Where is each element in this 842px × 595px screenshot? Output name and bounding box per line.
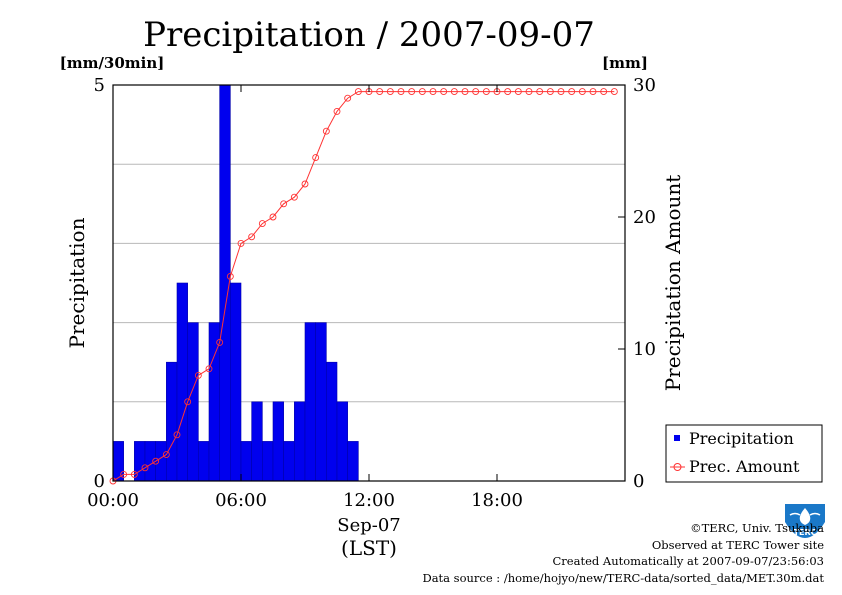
y-left-tick-label: 5 [94, 75, 105, 96]
x-tick-label: 06:00 [215, 490, 267, 511]
prec-amount-point [184, 398, 192, 406]
prec-amount-point [408, 88, 416, 96]
y-right-tick-label: 20 [633, 207, 656, 228]
chart-footer: ©TERC, Univ. Tsukuba Observed at TERC To… [422, 520, 824, 586]
prec-amount-point [322, 127, 330, 135]
prec-amount-point [472, 88, 480, 96]
precipitation-bar [155, 441, 167, 482]
prec-amount-point [429, 88, 437, 96]
x-axis-date-label: Sep-07 [337, 515, 401, 536]
prec-amount-point [568, 88, 576, 96]
y-right-tick-label: 10 [633, 339, 656, 360]
legend-precipitation-label: Precipitation [689, 429, 794, 448]
precipitation-bar [251, 401, 263, 482]
terc-logo-text: TERC [794, 528, 817, 537]
prec-amount-point [162, 451, 170, 459]
chart-title: Precipitation / 2007-09-07 [143, 15, 595, 55]
precipitation-bar [326, 361, 338, 482]
precipitation-bar [219, 84, 231, 482]
prec-amount-point [120, 470, 128, 478]
prec-amount-point [226, 272, 234, 280]
precipitation-bar [134, 441, 146, 482]
footer-copyright: ©TERC, Univ. Tsukuba [690, 521, 824, 535]
x-tick-label: 12:00 [343, 490, 395, 511]
precipitation-bar [347, 441, 359, 482]
prec-amount-point [557, 88, 565, 96]
prec-amount-point [546, 88, 554, 96]
prec-amount-point [525, 88, 533, 96]
precipitation-bar [272, 401, 284, 482]
right-unit-label: [mm] [602, 54, 648, 72]
footer-created: Created Automatically at 2007-09-07/23:5… [552, 554, 825, 568]
prec-amount-point [450, 88, 458, 96]
footer-source: Data source : /home/hojyo/new/TERC-data/… [422, 570, 824, 585]
prec-amount-point [290, 193, 298, 201]
terc-logo: TERC [785, 504, 825, 538]
prec-amount-point [578, 88, 586, 96]
footer-observed: Observed at TERC Tower site [651, 537, 824, 552]
prec-amount-point [610, 88, 618, 96]
precipitation-bar [144, 441, 156, 482]
precipitation-bar [315, 322, 327, 482]
prec-amount-point [130, 470, 138, 478]
legend-precipitation-swatch [674, 435, 680, 441]
precipitation-bar [198, 441, 210, 482]
prec-amount-point [216, 338, 224, 346]
prec-amount-point [194, 371, 202, 379]
prec-amount-point [376, 88, 384, 96]
prec-amount-point [482, 88, 490, 96]
legend-prec-amount-label: Prec. Amount [689, 457, 800, 476]
left-unit-label: [mm/30min] [60, 54, 165, 72]
y-axis-left-label: Precipitation [65, 217, 89, 348]
y-right-tick-label: 30 [633, 75, 656, 96]
prec-amount-point [269, 213, 277, 221]
precipitation-bar [294, 401, 306, 482]
prec-amount-point [504, 88, 512, 96]
precipitation-bar [240, 441, 252, 482]
prec-amount-point [354, 88, 362, 96]
precipitation-bar [283, 441, 295, 482]
prec-amount-point [600, 88, 608, 96]
prec-amount-point [386, 88, 394, 96]
precipitation-bar [166, 361, 178, 482]
prec-amount-path [112, 91, 615, 482]
precipitation-bars [112, 84, 359, 482]
y-right-tick-label: 0 [633, 471, 644, 492]
x-axis-timezone-label: (LST) [341, 536, 397, 560]
prec-amount-point [514, 88, 522, 96]
y-axis-right-label: Precipitation Amount [661, 175, 685, 392]
prec-amount-point [248, 233, 256, 241]
x-tick-label: 18:00 [471, 490, 523, 511]
prec-amount-point [333, 107, 341, 115]
legend-prec-amount-marker [673, 463, 682, 471]
prec-amount-point [536, 88, 544, 96]
prec-amount-point [397, 88, 405, 96]
legend: Precipitation Prec. Amount [665, 424, 823, 483]
x-tick-label: 00:00 [87, 490, 139, 511]
precipitation-bar [176, 282, 188, 482]
precipitation-bar [304, 322, 316, 482]
prec-amount-point [141, 464, 149, 472]
axis-ticks: 00:00 06:00 12:00 18:00 0 5 0 10 20 30 [87, 75, 656, 511]
precipitation-bar [230, 282, 242, 482]
prec-amount-point [418, 88, 426, 96]
prec-amount-point [440, 88, 448, 96]
prec-amount-point [237, 239, 245, 247]
legend-box [665, 424, 823, 483]
precipitation-bar [336, 401, 348, 482]
prec-amount-point [258, 220, 266, 228]
prec-amount-point [589, 88, 597, 96]
prec-amount-point [280, 200, 288, 208]
prec-amount-point [461, 88, 469, 96]
prec-amount-point [312, 154, 320, 162]
prec-amount-point [344, 94, 352, 102]
prec-amount-point [173, 431, 181, 439]
precipitation-bar [187, 322, 199, 482]
prec-amount-point [152, 457, 160, 465]
prec-amount-point [301, 180, 309, 188]
prec-amount-point [205, 365, 213, 373]
y-left-tick-label: 0 [94, 471, 105, 492]
precipitation-bar [262, 441, 274, 482]
